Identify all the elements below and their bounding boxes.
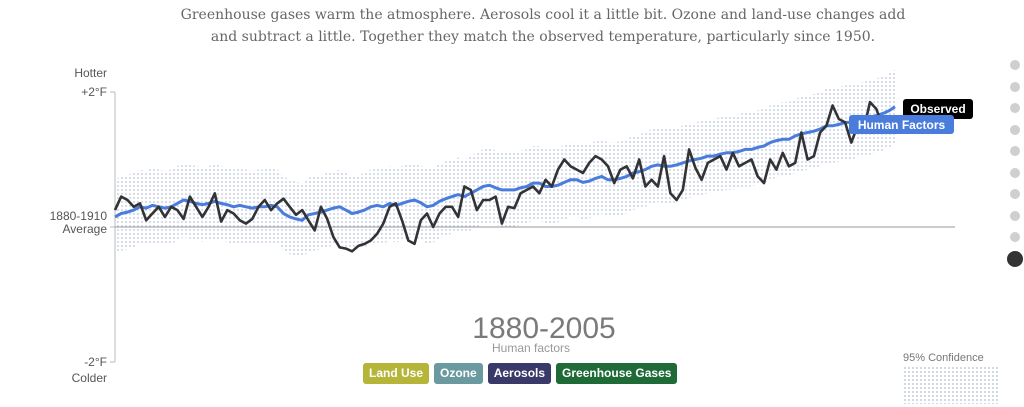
step-dot[interactable] — [1010, 189, 1020, 199]
confidence-band — [115, 69, 895, 258]
confidence-band-area — [115, 69, 895, 258]
step-dot[interactable] — [1010, 124, 1020, 135]
y-tick-label: 1880-1910 — [50, 209, 108, 223]
factor-button-aerosols[interactable]: Aerosols — [487, 363, 552, 384]
y-tick-caption: Average — [63, 222, 108, 236]
y-tick-label: -2°F — [84, 355, 107, 369]
step-dot[interactable] — [1010, 103, 1020, 113]
step-dot[interactable] — [1010, 232, 1020, 242]
step-dot[interactable] — [1010, 81, 1020, 92]
step-dot[interactable] — [1010, 210, 1020, 221]
step-dot[interactable] — [1010, 60, 1020, 70]
factor-buttons: Land Use Ozone Aerosols Greenhouse Gases — [363, 363, 678, 384]
y-tick-caption: Hotter — [74, 66, 107, 80]
step-dot[interactable] — [1010, 146, 1020, 156]
confidence-legend-label: 95% Confidence — [903, 352, 984, 364]
step-dot[interactable] — [1010, 167, 1020, 178]
confidence-legend-swatch — [903, 366, 999, 404]
human-factors-line — [114, 105, 896, 222]
series-labels: Observed Human Factors — [849, 99, 973, 134]
observed-line — [113, 100, 896, 253]
series-lines — [113, 100, 896, 253]
factor-button-land-use[interactable]: Land Use — [363, 363, 430, 384]
y-tick-caption: Colder — [72, 371, 107, 385]
period-title: 1880-2005 — [472, 312, 615, 345]
human-factors-label: Human Factors — [849, 115, 954, 134]
step-dot[interactable] — [1007, 250, 1023, 267]
period-subtitle: Human factors — [492, 341, 570, 355]
observed-label: Observed — [903, 99, 973, 119]
svg-text:Observed: Observed — [910, 102, 965, 116]
intro-text: Greenhouse gases warm the atmosphere. Ae… — [180, 7, 906, 45]
svg-text:Human Factors: Human Factors — [858, 118, 946, 132]
y-tick-label: +2°F — [81, 85, 107, 99]
factor-button-greenhouse-gases[interactable]: Greenhouse Gases — [556, 363, 678, 384]
factor-button-ozone[interactable]: Ozone — [434, 363, 483, 384]
